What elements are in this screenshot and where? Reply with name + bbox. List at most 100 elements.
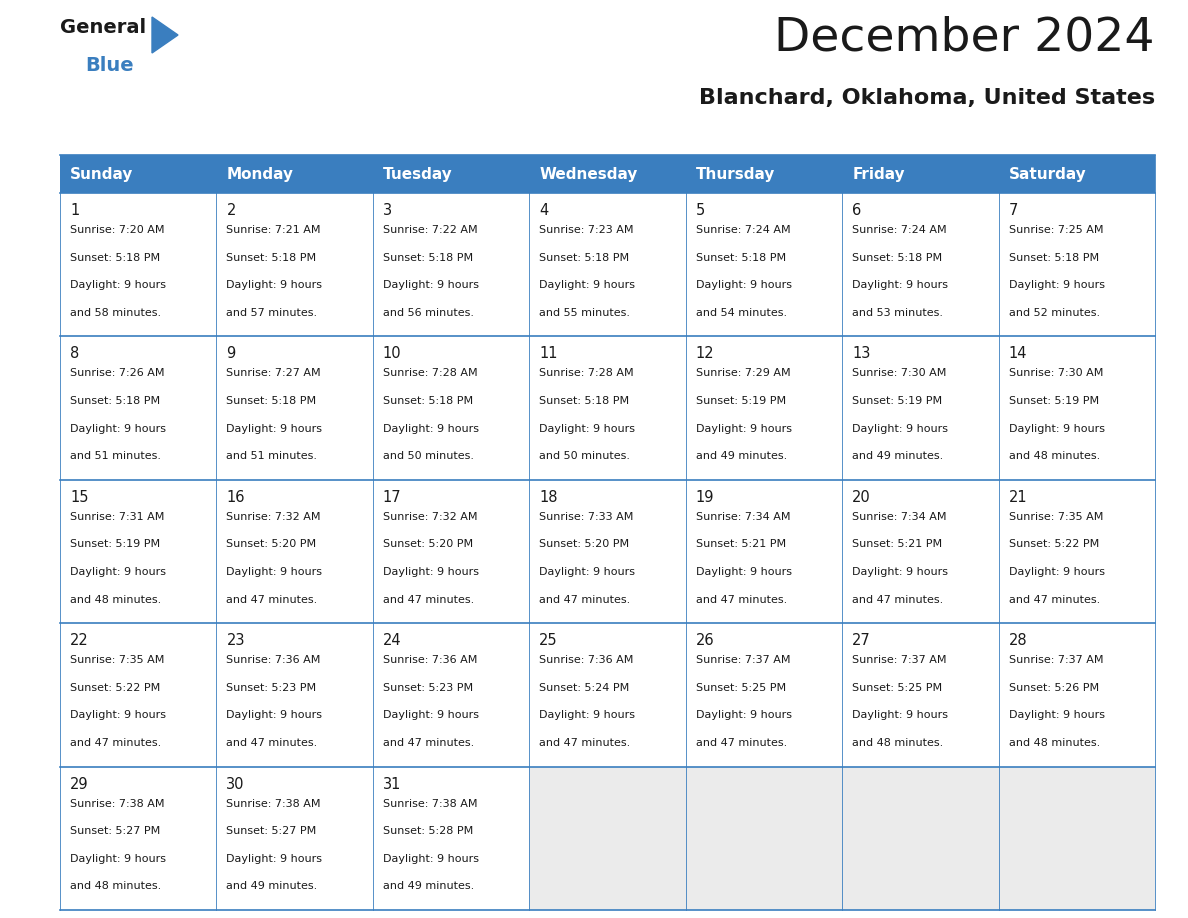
Text: and 58 minutes.: and 58 minutes.: [70, 308, 162, 318]
Text: Sunrise: 7:26 AM: Sunrise: 7:26 AM: [70, 368, 164, 378]
Text: Sunset: 5:23 PM: Sunset: 5:23 PM: [383, 683, 473, 693]
Text: 1: 1: [70, 203, 80, 218]
Bar: [685, 767, 842, 910]
Text: Sunset: 5:19 PM: Sunset: 5:19 PM: [70, 540, 160, 549]
Text: Sunset: 5:18 PM: Sunset: 5:18 PM: [383, 396, 473, 406]
Text: 19: 19: [696, 490, 714, 505]
Text: Sunset: 5:23 PM: Sunset: 5:23 PM: [227, 683, 316, 693]
Bar: [61, 155, 1155, 193]
Text: Sunset: 5:20 PM: Sunset: 5:20 PM: [227, 540, 316, 549]
Text: and 48 minutes.: and 48 minutes.: [1009, 451, 1100, 461]
Text: Sunrise: 7:34 AM: Sunrise: 7:34 AM: [852, 512, 947, 521]
Text: Sunset: 5:21 PM: Sunset: 5:21 PM: [852, 540, 942, 549]
Bar: [61, 480, 1155, 623]
Text: Daylight: 9 hours: Daylight: 9 hours: [227, 854, 322, 864]
Text: Sunset: 5:18 PM: Sunset: 5:18 PM: [227, 396, 316, 406]
Bar: [61, 193, 1155, 336]
Text: Sunrise: 7:33 AM: Sunrise: 7:33 AM: [539, 512, 633, 521]
Text: and 47 minutes.: and 47 minutes.: [539, 595, 631, 605]
Text: 13: 13: [852, 346, 871, 362]
Text: Daylight: 9 hours: Daylight: 9 hours: [70, 423, 166, 433]
Text: Sunrise: 7:23 AM: Sunrise: 7:23 AM: [539, 225, 633, 235]
Bar: [61, 336, 1155, 480]
Text: and 47 minutes.: and 47 minutes.: [227, 738, 317, 748]
Text: Sunset: 5:27 PM: Sunset: 5:27 PM: [227, 826, 317, 836]
Text: 2: 2: [227, 203, 235, 218]
Text: Sunset: 5:20 PM: Sunset: 5:20 PM: [539, 540, 630, 549]
Text: and 57 minutes.: and 57 minutes.: [227, 308, 317, 318]
Text: Sunrise: 7:38 AM: Sunrise: 7:38 AM: [70, 799, 164, 809]
Text: Daylight: 9 hours: Daylight: 9 hours: [696, 280, 791, 290]
Text: 12: 12: [696, 346, 714, 362]
Text: and 51 minutes.: and 51 minutes.: [70, 451, 162, 461]
Text: and 47 minutes.: and 47 minutes.: [70, 738, 162, 748]
Text: Daylight: 9 hours: Daylight: 9 hours: [70, 280, 166, 290]
Text: Sunset: 5:22 PM: Sunset: 5:22 PM: [70, 683, 160, 693]
Text: Daylight: 9 hours: Daylight: 9 hours: [1009, 711, 1105, 721]
Text: 27: 27: [852, 633, 871, 648]
Text: Sunday: Sunday: [70, 166, 133, 182]
Text: Sunset: 5:18 PM: Sunset: 5:18 PM: [539, 396, 630, 406]
Text: and 47 minutes.: and 47 minutes.: [383, 738, 474, 748]
Text: Daylight: 9 hours: Daylight: 9 hours: [227, 423, 322, 433]
Text: 20: 20: [852, 490, 871, 505]
Text: Saturday: Saturday: [1009, 166, 1086, 182]
Text: Daylight: 9 hours: Daylight: 9 hours: [852, 280, 948, 290]
Text: Sunrise: 7:37 AM: Sunrise: 7:37 AM: [696, 655, 790, 666]
Text: Daylight: 9 hours: Daylight: 9 hours: [227, 711, 322, 721]
Text: Sunset: 5:26 PM: Sunset: 5:26 PM: [1009, 683, 1099, 693]
Text: Sunrise: 7:29 AM: Sunrise: 7:29 AM: [696, 368, 790, 378]
Text: and 51 minutes.: and 51 minutes.: [227, 451, 317, 461]
Text: 28: 28: [1009, 633, 1028, 648]
Text: 23: 23: [227, 633, 245, 648]
Text: Tuesday: Tuesday: [383, 166, 453, 182]
Text: 15: 15: [70, 490, 88, 505]
Text: and 47 minutes.: and 47 minutes.: [539, 738, 631, 748]
Text: Daylight: 9 hours: Daylight: 9 hours: [696, 567, 791, 577]
Text: Sunrise: 7:24 AM: Sunrise: 7:24 AM: [852, 225, 947, 235]
Text: 8: 8: [70, 346, 80, 362]
Text: and 49 minutes.: and 49 minutes.: [852, 451, 943, 461]
Text: and 47 minutes.: and 47 minutes.: [383, 595, 474, 605]
Text: 9: 9: [227, 346, 235, 362]
Text: Daylight: 9 hours: Daylight: 9 hours: [696, 711, 791, 721]
Text: Sunset: 5:18 PM: Sunset: 5:18 PM: [70, 252, 160, 263]
Text: 18: 18: [539, 490, 558, 505]
Text: Sunrise: 7:32 AM: Sunrise: 7:32 AM: [383, 512, 478, 521]
Text: Friday: Friday: [852, 166, 905, 182]
Text: and 49 minutes.: and 49 minutes.: [227, 881, 317, 891]
Text: 25: 25: [539, 633, 558, 648]
Text: 30: 30: [227, 777, 245, 791]
Text: Daylight: 9 hours: Daylight: 9 hours: [852, 567, 948, 577]
Text: Sunrise: 7:27 AM: Sunrise: 7:27 AM: [227, 368, 321, 378]
Text: Sunrise: 7:34 AM: Sunrise: 7:34 AM: [696, 512, 790, 521]
Text: 22: 22: [70, 633, 89, 648]
Text: 24: 24: [383, 633, 402, 648]
Text: Daylight: 9 hours: Daylight: 9 hours: [227, 567, 322, 577]
Text: and 47 minutes.: and 47 minutes.: [852, 595, 943, 605]
Text: Sunrise: 7:28 AM: Sunrise: 7:28 AM: [539, 368, 634, 378]
Text: General: General: [61, 18, 146, 37]
Text: Sunrise: 7:35 AM: Sunrise: 7:35 AM: [1009, 512, 1102, 521]
Text: and 54 minutes.: and 54 minutes.: [696, 308, 786, 318]
Text: Daylight: 9 hours: Daylight: 9 hours: [1009, 280, 1105, 290]
Text: and 49 minutes.: and 49 minutes.: [383, 881, 474, 891]
Text: Sunset: 5:21 PM: Sunset: 5:21 PM: [696, 540, 785, 549]
Text: and 48 minutes.: and 48 minutes.: [70, 881, 162, 891]
Text: 3: 3: [383, 203, 392, 218]
Text: Wednesday: Wednesday: [539, 166, 638, 182]
Bar: [530, 767, 685, 910]
Text: Sunset: 5:25 PM: Sunset: 5:25 PM: [696, 683, 785, 693]
Text: Sunrise: 7:31 AM: Sunrise: 7:31 AM: [70, 512, 164, 521]
Text: Sunrise: 7:25 AM: Sunrise: 7:25 AM: [1009, 225, 1104, 235]
Text: 14: 14: [1009, 346, 1028, 362]
Bar: [61, 767, 1155, 910]
Text: Sunset: 5:27 PM: Sunset: 5:27 PM: [70, 826, 160, 836]
Text: Daylight: 9 hours: Daylight: 9 hours: [696, 423, 791, 433]
Text: Sunset: 5:18 PM: Sunset: 5:18 PM: [696, 252, 785, 263]
Text: and 55 minutes.: and 55 minutes.: [539, 308, 631, 318]
Text: Sunrise: 7:30 AM: Sunrise: 7:30 AM: [1009, 368, 1102, 378]
Text: Daylight: 9 hours: Daylight: 9 hours: [383, 854, 479, 864]
Text: Daylight: 9 hours: Daylight: 9 hours: [852, 423, 948, 433]
Text: Sunrise: 7:37 AM: Sunrise: 7:37 AM: [1009, 655, 1104, 666]
